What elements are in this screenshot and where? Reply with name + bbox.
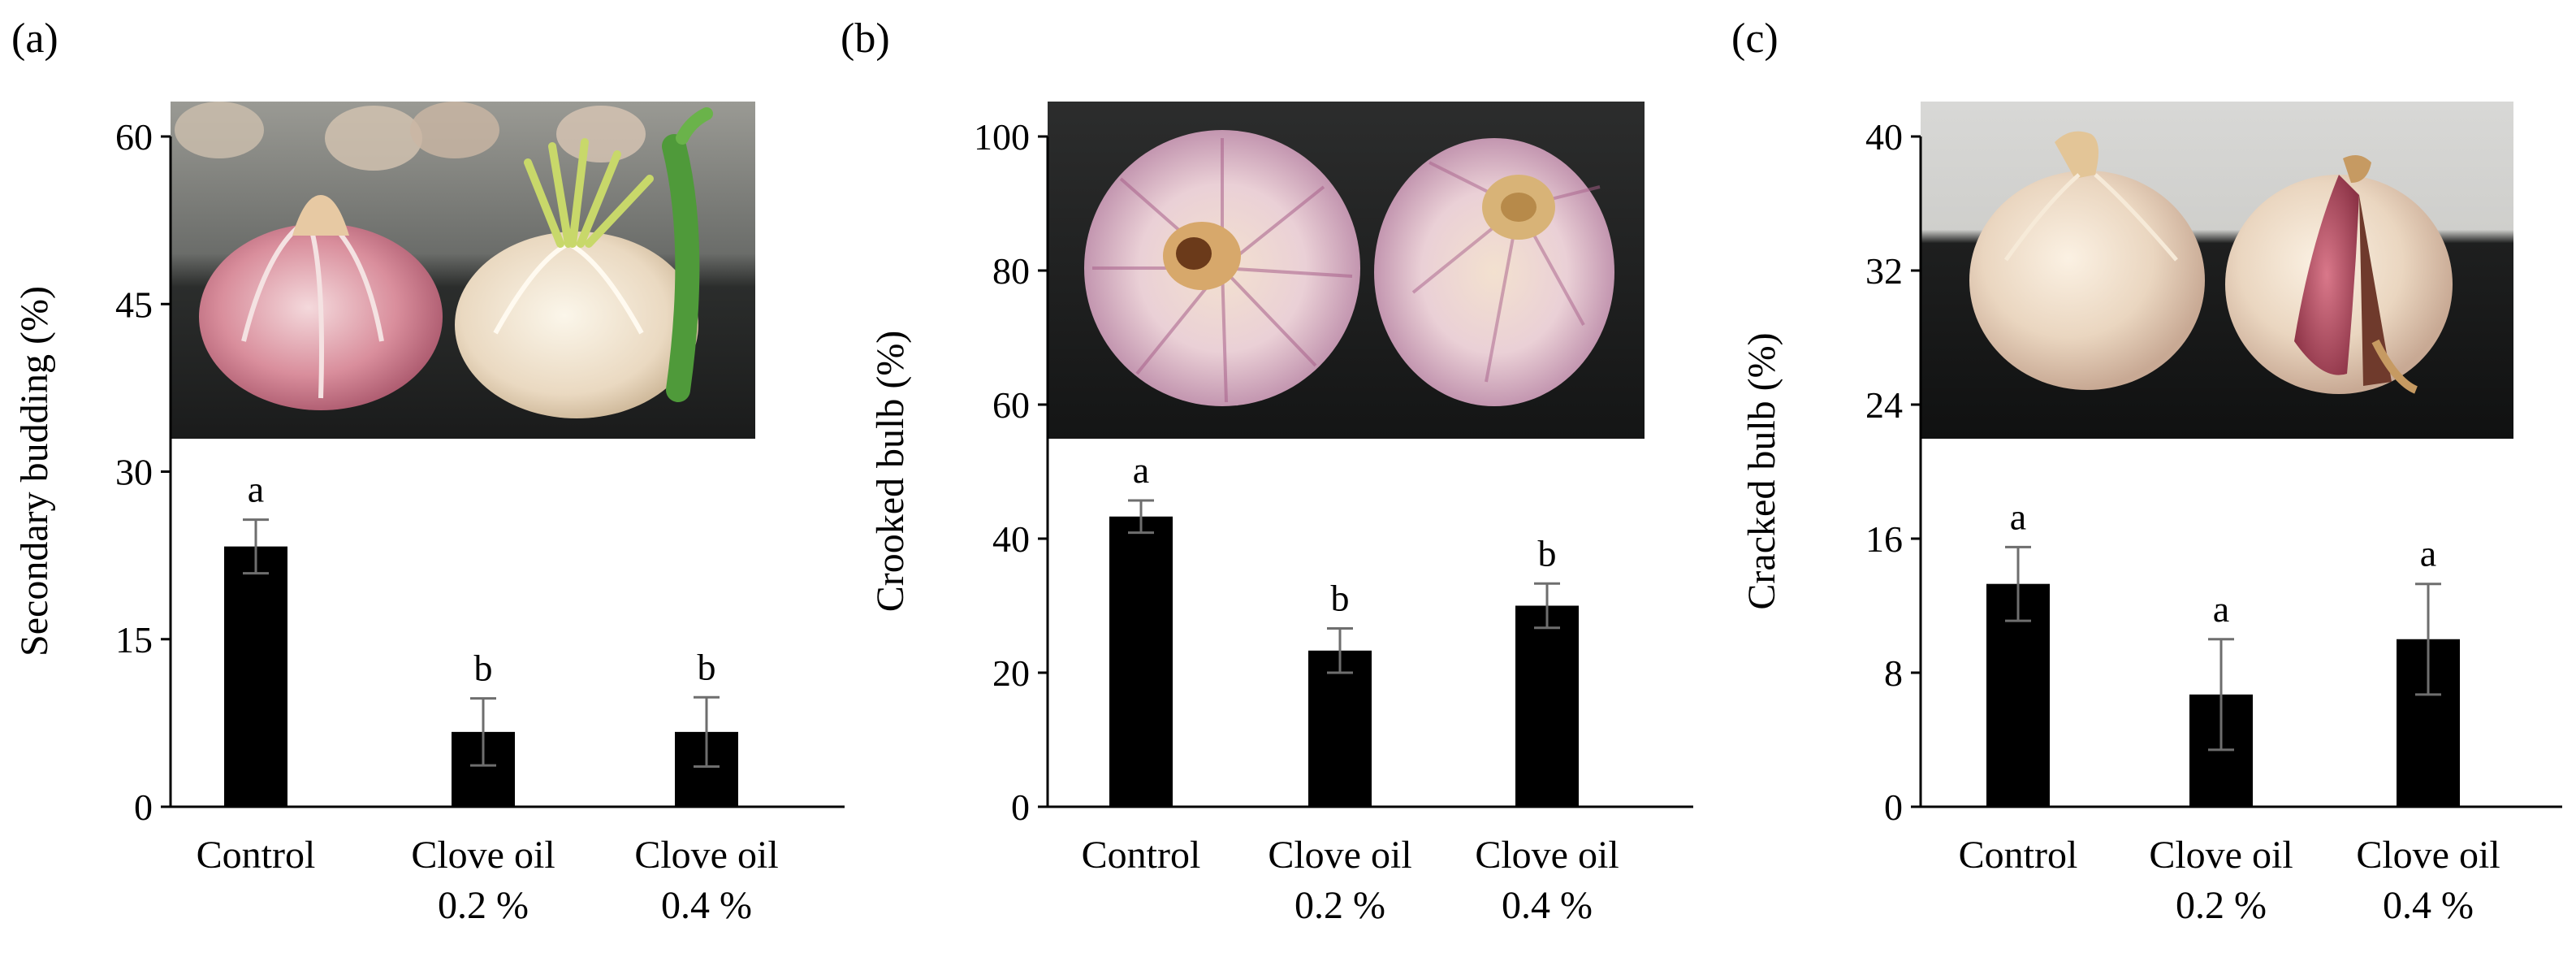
y-tick-label: 24 [1865, 384, 1903, 426]
x-tick-label: Clove oil [411, 834, 555, 877]
x-tick-label: Clove oil [1475, 834, 1619, 877]
panel-c-y-axis-title: Cracked bulb (%) [1740, 332, 1783, 609]
panel-b: (b) 0 20 40 60 80 100 a b b Control Clove oil 0.2… [841, 15, 1693, 927]
y-tick-label: 15 [115, 619, 153, 661]
x-tick-label: Control [1082, 834, 1201, 877]
significance-label: a [248, 469, 264, 510]
panel-b-y-ticks: 0 20 40 60 80 100 [974, 116, 1048, 828]
y-tick-label: 60 [115, 116, 153, 158]
y-tick-label: 8 [1884, 652, 1903, 694]
significance-label: a [2010, 496, 2026, 537]
bar [1109, 516, 1173, 807]
x-tick-label: Control [1959, 834, 2078, 877]
significance-label: a [2420, 533, 2436, 574]
y-tick-label: 60 [992, 384, 1030, 426]
panel-a-photo [171, 102, 755, 439]
y-tick-label: 45 [115, 284, 153, 325]
y-tick-label: 40 [1865, 116, 1903, 158]
panel-a-x-ticks: Control Clove oil 0.2 % Clove oil 0.4 % [197, 834, 779, 927]
significance-label: b [474, 648, 493, 689]
y-tick-label: 100 [974, 116, 1030, 158]
garlic-control-bulb [199, 195, 443, 410]
panel-c-photo [1921, 102, 2513, 439]
y-tick-label: 32 [1865, 250, 1903, 292]
x-tick-label: Control [197, 834, 316, 877]
x-tick-label: 0.4 % [661, 884, 752, 927]
x-tick-label: Clove oil [634, 834, 778, 877]
y-tick-label: 16 [1865, 518, 1903, 560]
y-tick-label: 20 [992, 652, 1030, 694]
panel-b-label: (b) [841, 15, 890, 62]
x-tick-label: 0.2 % [438, 884, 529, 927]
bar [1308, 650, 1372, 807]
x-tick-label: 0.4 % [1502, 884, 1593, 927]
x-tick-label: Clove oil [2149, 834, 2293, 877]
significance-label: b [1331, 578, 1350, 619]
significance-label: b [1538, 532, 1557, 574]
panel-b-x-ticks: Control Clove oil 0.2 % Clove oil 0.4 % [1082, 834, 1619, 927]
significance-label: a [2213, 588, 2229, 630]
y-tick-label: 30 [115, 452, 153, 493]
bar [224, 546, 287, 807]
x-tick-label: Clove oil [2356, 834, 2500, 877]
significance-label: b [698, 646, 716, 687]
panel-b-photo [1048, 102, 1645, 439]
panel-a: (a) [11, 15, 845, 927]
panel-b-y-axis-title: Crooked bulb (%) [869, 331, 912, 613]
garlic-cracked-bulb [2225, 155, 2453, 394]
panel-a-bars: a b b [224, 469, 738, 807]
x-tick-label: 0.4 % [2383, 884, 2474, 927]
panel-a-label: (a) [11, 15, 58, 62]
panel-c: (c) 0 8 16 24 32 40 a a a Control Clove oil 0.2 %… [1731, 15, 2562, 927]
x-tick-label: Clove oil [1268, 834, 1411, 877]
panel-c-label: (c) [1731, 15, 1779, 62]
garlic-normal-bulb-base [1084, 130, 1360, 406]
panel-a-y-ticks: 0 15 30 45 60 [115, 116, 171, 828]
y-tick-label: 40 [992, 518, 1030, 560]
panel-c-y-ticks: 0 8 16 24 32 40 [1865, 116, 1921, 828]
y-tick-label: 0 [1011, 786, 1030, 828]
panel-a-y-axis-title: Secondary budding (%) [13, 286, 56, 656]
panel-b-bars: a b b [1109, 449, 1579, 807]
x-tick-label: 0.2 % [2176, 884, 2267, 927]
y-tick-label: 0 [134, 786, 153, 828]
y-tick-label: 0 [1884, 786, 1903, 828]
x-tick-label: 0.2 % [1294, 884, 1385, 927]
significance-label: a [1133, 449, 1149, 491]
bar [1515, 605, 1579, 807]
garlic-secondary-budding-bulb [455, 107, 713, 418]
garlic-intact-bulb [1969, 131, 2205, 390]
panel-c-x-ticks: Control Clove oil 0.2 % Clove oil 0.4 % [1959, 834, 2500, 927]
garlic-crooked-bulb-base [1374, 138, 1614, 406]
y-tick-label: 80 [992, 250, 1030, 292]
panel-c-bars: a a a [1986, 496, 2460, 807]
